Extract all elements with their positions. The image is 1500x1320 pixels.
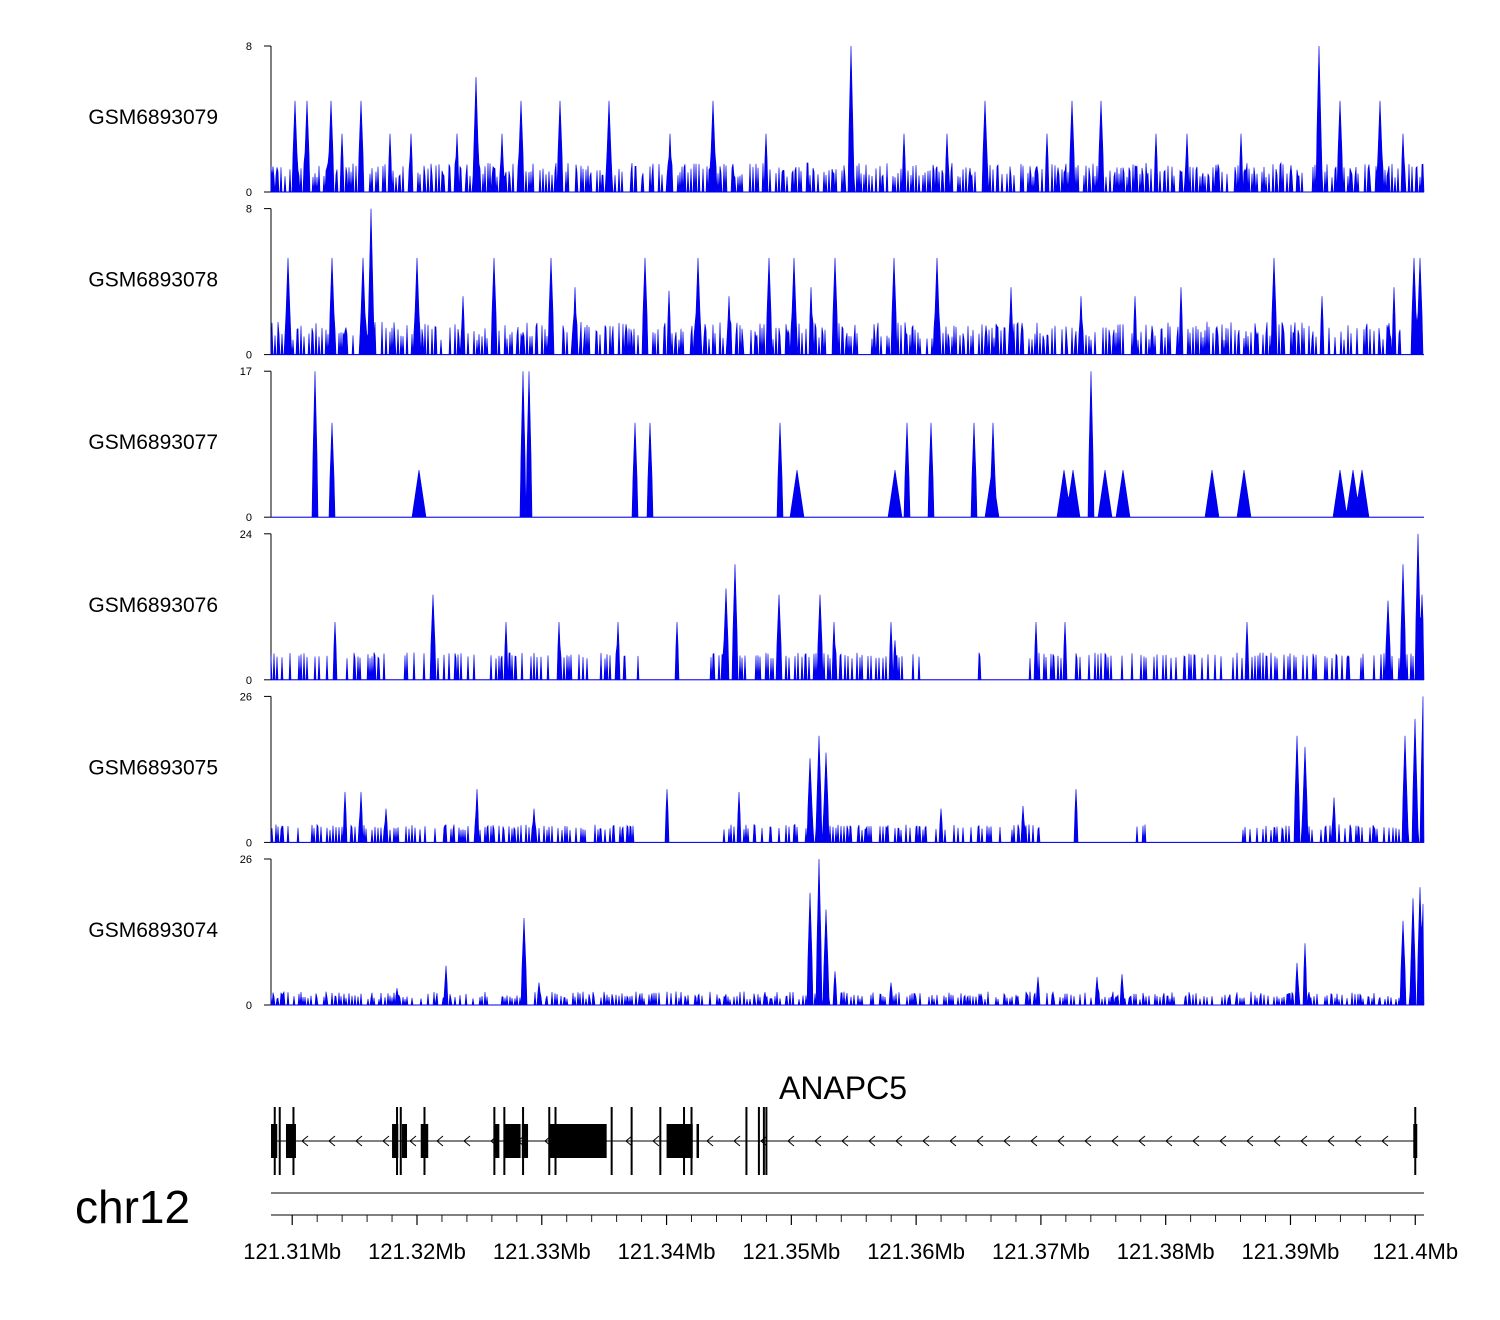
track-GSM6893074: GSM6893074 26 0: [88, 854, 1425, 1012]
x-tick-label: 121.33Mb: [493, 1239, 591, 1264]
x-ticks: 121.31Mb 121.32Mb 121.33Mb 121.34Mb 121.35Mb…: [243, 1215, 1458, 1264]
exon: [402, 1124, 408, 1158]
track-label: GSM6893074: [88, 919, 218, 942]
gene-track: ANAPC5: [271, 1070, 1418, 1175]
strand-arrow: [301, 1135, 309, 1147]
strand-arrow: [814, 1135, 822, 1147]
track-GSM6893077: GSM6893077 17 0: [88, 366, 1424, 524]
y-max-label: 26: [240, 691, 252, 703]
strand-arrow: [922, 1135, 930, 1147]
track-GSM6893075: GSM6893075 26 0: [88, 691, 1425, 849]
exon: [696, 1124, 700, 1158]
strand-arrow: [652, 1135, 660, 1147]
x-tick-label: 121.35Mb: [742, 1239, 840, 1264]
strand-arrow: [1111, 1135, 1119, 1147]
strand-arrow: [625, 1135, 633, 1147]
x-tick-label: 121.36Mb: [867, 1239, 965, 1264]
exon: [504, 1124, 521, 1158]
gene-name-label: ANAPC5: [779, 1070, 907, 1106]
track-label: GSM6893076: [88, 594, 218, 617]
strand-arrow: [1138, 1135, 1146, 1147]
strand-arrow: [463, 1135, 471, 1147]
strand-arrow: [1057, 1135, 1065, 1147]
x-tick-label: 121.34Mb: [618, 1239, 716, 1264]
y-min-label: 0: [246, 675, 252, 687]
signal-area: [270, 533, 1425, 681]
track-label: GSM6893079: [88, 106, 218, 129]
y-min-label: 0: [246, 1000, 252, 1012]
track-label: GSM6893078: [88, 269, 218, 292]
strand-arrow: [1354, 1135, 1362, 1147]
strand-arrow: [382, 1135, 390, 1147]
chromosome-label: chr12: [75, 1181, 190, 1233]
x-tick-label: 121.32Mb: [368, 1239, 466, 1264]
strand-arrow: [760, 1135, 768, 1147]
exon: [285, 1124, 296, 1158]
x-tick-label: 121.38Mb: [1117, 1239, 1215, 1264]
strand-arrow: [706, 1135, 714, 1147]
y-min-label: 0: [246, 837, 252, 849]
strand-arrow: [436, 1135, 444, 1147]
gene-model: [271, 1107, 1418, 1175]
strand-arrow: [409, 1135, 417, 1147]
strand-arrow: [1219, 1135, 1227, 1147]
y-max-label: 24: [240, 529, 252, 541]
exon: [521, 1124, 529, 1158]
x-tick-label: 121.31Mb: [243, 1239, 341, 1264]
x-tick-label: 121.4Mb: [1372, 1239, 1458, 1264]
exon: [494, 1124, 500, 1158]
data-tracks: GSM689307980GSM689307880GSM6893077170GSM…: [88, 41, 1425, 1012]
genome-axis: chr12 121.31Mb 121.32Mb 121.33Mb 121.34Mb 12…: [75, 1181, 1458, 1264]
y-max-label: 26: [240, 854, 252, 866]
signal-area: [270, 208, 1424, 355]
x-tick-label: 121.37Mb: [992, 1239, 1090, 1264]
y-max-label: 8: [246, 204, 252, 216]
strand-arrow: [1327, 1135, 1335, 1147]
track-label: GSM6893077: [88, 431, 218, 454]
exon: [392, 1124, 399, 1158]
strand-arrow: [1273, 1135, 1281, 1147]
signal-area: [270, 45, 1425, 193]
y-min-label: 0: [246, 350, 252, 362]
strand-arrow: [949, 1135, 957, 1147]
strand-arrow: [895, 1135, 903, 1147]
y-min-label: 0: [246, 512, 252, 524]
y-max-label: 8: [246, 41, 252, 53]
strand-arrow: [787, 1135, 795, 1147]
track-GSM6893076: GSM6893076 24 0: [88, 529, 1425, 687]
strand-arrow: [1003, 1135, 1011, 1147]
strand-arrow: [1165, 1135, 1173, 1147]
track-GSM6893078: GSM6893078 8 0: [88, 204, 1424, 362]
y-min-label: 0: [246, 187, 252, 199]
strand-arrow: [1246, 1135, 1254, 1147]
strand-arrow: [868, 1135, 876, 1147]
strand-arrow: [1300, 1135, 1308, 1147]
strand-arrow: [733, 1135, 741, 1147]
signal-area: [270, 696, 1425, 843]
x-tick-label: 121.39Mb: [1242, 1239, 1340, 1264]
exon: [1413, 1124, 1418, 1158]
strand-arrow: [841, 1135, 849, 1147]
exon: [666, 1124, 693, 1158]
strand-arrow: [1381, 1135, 1389, 1147]
strand-arrow: [1084, 1135, 1092, 1147]
strand-arrow: [1030, 1135, 1038, 1147]
track-GSM6893079: GSM6893079 8 0: [88, 41, 1425, 199]
track-label: GSM6893075: [88, 756, 218, 779]
strand-arrow: [328, 1135, 336, 1147]
y-max-label: 17: [240, 366, 252, 378]
strand-arrow: [355, 1135, 363, 1147]
signal-area: [271, 371, 1424, 518]
strand-arrow: [976, 1135, 984, 1147]
signal-area: [270, 858, 1425, 1006]
exon: [549, 1124, 607, 1158]
strand-arrow: [1192, 1135, 1200, 1147]
